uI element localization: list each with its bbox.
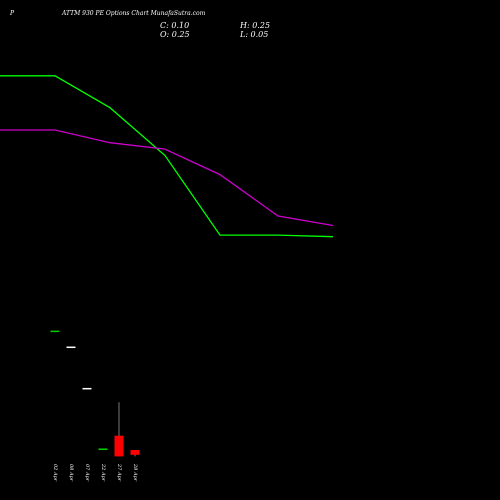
x-tick-label: 28 Apr — [132, 464, 138, 482]
candle — [82, 387, 92, 390]
candle-body — [98, 448, 108, 451]
chart-title: ATTM 930 PE Options Chart MunafaSutra.co… — [62, 10, 206, 17]
candle — [66, 346, 76, 349]
candle-body — [66, 346, 76, 349]
high-value: H: 0.25 — [240, 21, 271, 30]
candle-body — [130, 450, 140, 455]
x-tick-label: 02 Apr — [52, 464, 58, 482]
x-tick-label: 22 Apr — [100, 464, 106, 482]
symbol-label: P — [10, 10, 15, 17]
candle — [50, 330, 60, 333]
x-tick-label: 27 Apr — [116, 464, 122, 482]
x-tick-label: 08 Apr — [68, 464, 74, 482]
candle — [114, 402, 124, 457]
candle — [98, 448, 108, 451]
candle-body — [50, 330, 60, 333]
ma-slow-line — [0, 129, 334, 227]
candle-body — [114, 435, 124, 457]
close-value: C: 0.10 — [160, 21, 190, 30]
candle — [130, 450, 140, 457]
low-value: L: 0.05 — [240, 30, 269, 39]
candle-body — [82, 387, 92, 390]
x-tick-label: 07 Apr — [84, 464, 90, 482]
open-value: O: 0.25 — [160, 30, 190, 39]
ma-fast-line — [0, 75, 334, 238]
